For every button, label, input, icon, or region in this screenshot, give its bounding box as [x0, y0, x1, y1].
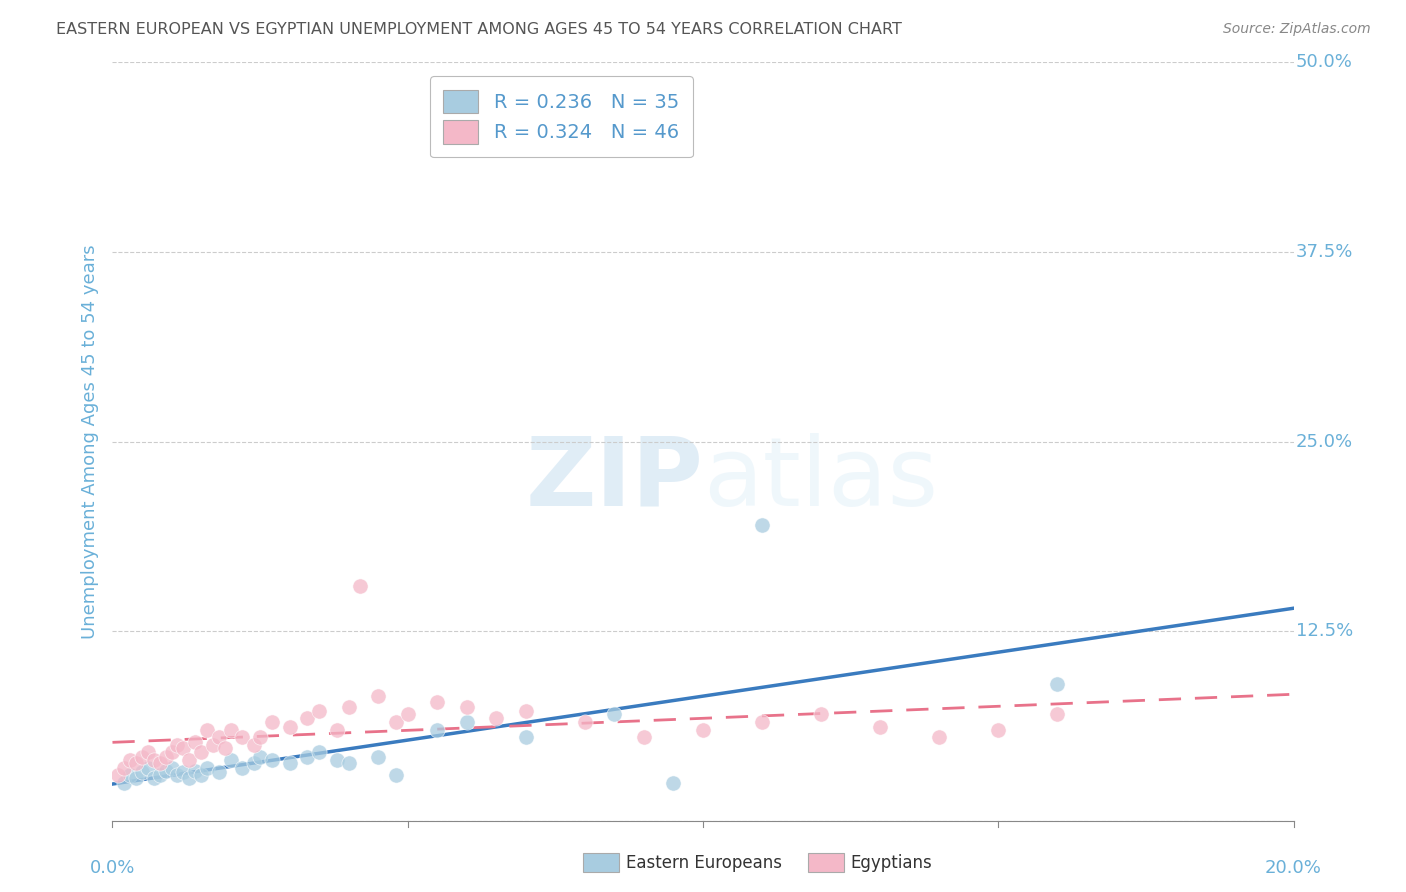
Point: [603, 707, 626, 722]
Point: [136, 746, 159, 760]
Point: [751, 517, 773, 532]
Point: [190, 746, 212, 760]
Point: [751, 715, 773, 730]
Point: [112, 776, 135, 790]
Point: [142, 771, 165, 785]
Point: [214, 740, 236, 755]
Point: [190, 768, 212, 782]
Text: atlas: atlas: [703, 433, 938, 526]
Point: [456, 699, 478, 714]
Point: [231, 730, 253, 744]
Point: [987, 723, 1010, 737]
Point: [396, 707, 419, 722]
Text: EASTERN EUROPEAN VS EGYPTIAN UNEMPLOYMENT AMONG AGES 45 TO 54 YEARS CORRELATION : EASTERN EUROPEAN VS EGYPTIAN UNEMPLOYMEN…: [56, 22, 903, 37]
Point: [692, 723, 714, 737]
Point: [219, 723, 242, 737]
Point: [249, 750, 271, 764]
Point: [160, 760, 183, 774]
Point: [337, 756, 360, 770]
Point: [515, 730, 537, 744]
Point: [160, 746, 183, 760]
Point: [208, 730, 231, 744]
Point: [142, 753, 165, 767]
Point: [249, 730, 271, 744]
Y-axis label: Unemployment Among Ages 45 to 54 years: Unemployment Among Ages 45 to 54 years: [80, 244, 98, 639]
Point: [184, 735, 207, 749]
Point: [136, 760, 159, 774]
Point: [326, 753, 349, 767]
Point: [231, 760, 253, 774]
Point: [155, 750, 177, 764]
Point: [155, 764, 177, 778]
Text: 37.5%: 37.5%: [1296, 243, 1353, 261]
Text: 12.5%: 12.5%: [1296, 622, 1353, 640]
Point: [426, 723, 449, 737]
Point: [1046, 677, 1069, 691]
Point: [149, 756, 172, 770]
Text: ZIP: ZIP: [524, 433, 703, 526]
Point: [120, 753, 142, 767]
Point: [131, 765, 153, 780]
Text: Eastern Europeans: Eastern Europeans: [626, 854, 782, 871]
Point: [297, 710, 319, 724]
Point: [385, 768, 408, 782]
Text: 25.0%: 25.0%: [1296, 433, 1353, 450]
Point: [179, 771, 201, 785]
Point: [195, 760, 218, 774]
Point: [201, 738, 224, 752]
Point: [112, 760, 135, 774]
Point: [485, 710, 508, 724]
Legend: R = 0.236   N = 35, R = 0.324   N = 46: R = 0.236 N = 35, R = 0.324 N = 46: [430, 76, 693, 157]
Point: [278, 720, 301, 734]
Point: [633, 730, 655, 744]
Point: [172, 740, 194, 755]
Point: [125, 756, 148, 770]
Point: [278, 756, 301, 770]
Point: [515, 705, 537, 719]
Point: [426, 695, 449, 709]
Point: [166, 738, 188, 752]
Text: 0.0%: 0.0%: [90, 858, 135, 877]
Text: Egyptians: Egyptians: [851, 854, 932, 871]
Point: [308, 746, 330, 760]
Point: [260, 753, 283, 767]
Point: [219, 753, 242, 767]
Point: [120, 768, 142, 782]
Point: [243, 738, 266, 752]
Point: [260, 715, 283, 730]
Point: [337, 699, 360, 714]
Point: [367, 690, 389, 704]
Point: [349, 579, 371, 593]
Point: [928, 730, 950, 744]
Point: [385, 715, 408, 730]
Point: [662, 776, 685, 790]
Text: 50.0%: 50.0%: [1296, 54, 1353, 71]
Point: [208, 765, 231, 780]
Point: [574, 715, 596, 730]
Point: [172, 765, 194, 780]
Point: [326, 723, 349, 737]
Point: [367, 750, 389, 764]
Point: [456, 715, 478, 730]
Point: [810, 707, 832, 722]
Point: [125, 771, 148, 785]
Point: [149, 768, 172, 782]
Point: [195, 723, 218, 737]
Point: [297, 750, 319, 764]
Point: [308, 705, 330, 719]
Text: Source: ZipAtlas.com: Source: ZipAtlas.com: [1223, 22, 1371, 37]
Point: [179, 753, 201, 767]
Point: [243, 756, 266, 770]
Point: [107, 768, 129, 782]
Point: [184, 764, 207, 778]
Point: [166, 768, 188, 782]
Point: [131, 750, 153, 764]
Text: 20.0%: 20.0%: [1265, 858, 1322, 877]
Point: [1046, 707, 1069, 722]
Point: [869, 720, 891, 734]
